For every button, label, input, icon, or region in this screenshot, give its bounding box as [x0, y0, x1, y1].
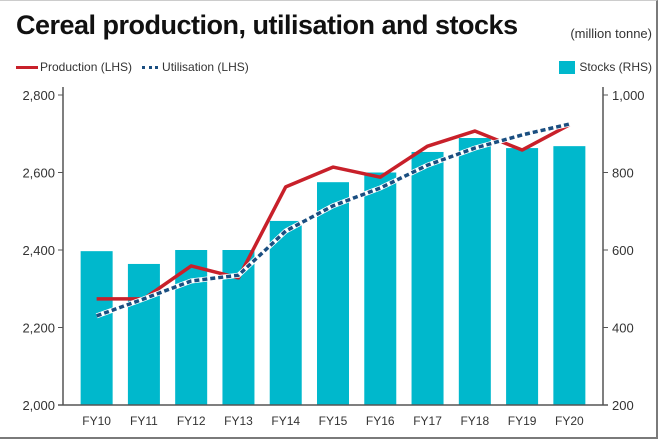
- units-label: (million tonne): [570, 26, 652, 41]
- stocks-bar: [317, 182, 349, 405]
- left-tick-label: 2,200: [22, 321, 55, 336]
- stocks-bar: [80, 251, 113, 405]
- stocks-bar: [175, 250, 208, 405]
- x-tick-label: FY10: [82, 414, 111, 428]
- stocks-bar: [127, 263, 160, 405]
- left-tick-label: 2,400: [22, 243, 55, 258]
- left-tick-label: 2,600: [22, 166, 55, 181]
- stocks-bar: [269, 220, 302, 405]
- legend-stocks-label: Stocks (RHS): [579, 60, 652, 74]
- x-tick-label: FY15: [319, 414, 348, 428]
- legend-lines: Production (LHS) Utilisation (LHS): [16, 60, 249, 74]
- legend-utilisation-label: Utilisation (LHS): [162, 60, 249, 74]
- right-tick-label: 400: [612, 321, 634, 336]
- legend-stocks: Stocks (RHS): [559, 60, 652, 74]
- right-tick-label: 800: [612, 166, 634, 181]
- x-tick-label: FY14: [271, 414, 300, 428]
- x-tick-label: FY11: [130, 414, 158, 428]
- stocks-bar: [364, 172, 397, 405]
- x-tick-label: FY20: [555, 414, 584, 428]
- legend-utilisation-swatch: [142, 65, 159, 69]
- legend-production-swatch: [16, 65, 38, 69]
- legend-stocks-swatch: [559, 60, 576, 74]
- stocks-bar: [506, 148, 539, 405]
- chart-title: Cereal production, utilisation and stock…: [16, 10, 518, 40]
- left-tick-label: 2,000: [22, 398, 55, 413]
- right-tick-label: 1,000: [612, 88, 645, 103]
- left-tick-label: 2,800: [22, 88, 55, 103]
- x-tick-label: FY17: [413, 414, 442, 428]
- right-tick-label: 600: [612, 243, 634, 258]
- stocks-bar: [553, 146, 586, 405]
- legend-production-label: Production (LHS): [40, 60, 133, 74]
- x-tick-label: FY18: [460, 414, 489, 428]
- x-tick-label: FY19: [508, 414, 537, 428]
- x-tick-label: FY13: [224, 414, 253, 428]
- x-tick-label: FY16: [366, 414, 395, 428]
- right-tick-label: 200: [612, 398, 634, 413]
- x-tick-label: FY12: [177, 414, 206, 428]
- stocks-bar: [411, 151, 444, 405]
- stocks-bar: [458, 138, 491, 405]
